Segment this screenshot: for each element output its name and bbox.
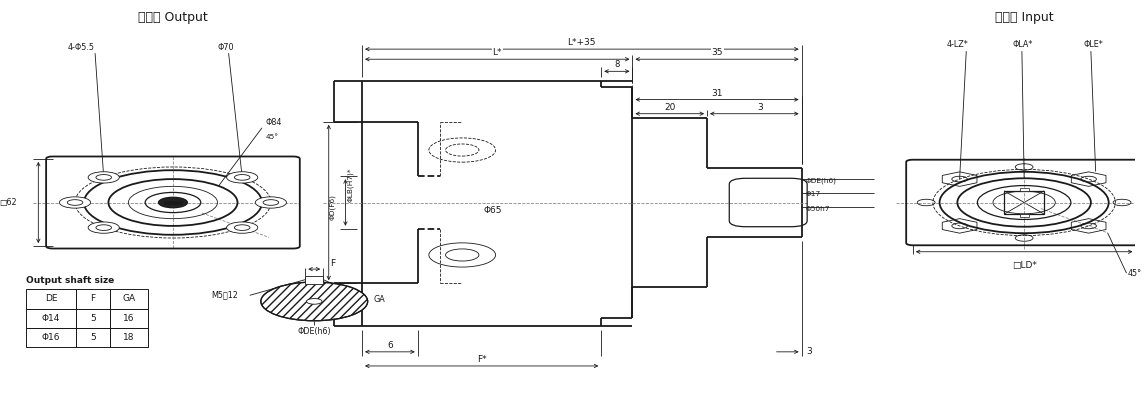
Text: □LD*: □LD* [1011,261,1036,270]
Text: 3: 3 [807,347,812,356]
Text: □62: □62 [0,198,17,207]
Text: Φ16: Φ16 [42,333,61,342]
Bar [1004,191,1044,214]
Bar [164,201,182,204]
Bar [77,328,110,347]
Text: M5深12: M5深12 [210,291,238,300]
Text: Φ17: Φ17 [807,192,821,197]
Text: ΦLE*: ΦLE* [1083,40,1103,49]
Text: Φ50h7: Φ50h7 [807,206,831,211]
Text: 16: 16 [124,314,135,323]
Text: 35: 35 [712,48,723,57]
Text: ΦDE(h6): ΦDE(h6) [807,177,837,183]
Text: 5: 5 [90,314,96,323]
Text: 6: 6 [387,341,392,350]
Text: GA: GA [122,294,136,303]
Text: Φ14: Φ14 [42,314,61,323]
Circle shape [307,298,323,304]
Text: Φ65: Φ65 [484,206,502,215]
Text: 45°: 45° [265,134,278,140]
Bar [1019,188,1028,191]
Text: 18: 18 [124,333,135,342]
Text: 45°: 45° [1128,269,1142,278]
Text: 31: 31 [712,89,723,98]
Text: 4-Φ5.5: 4-Φ5.5 [67,43,94,52]
Bar [1019,214,1028,217]
Text: GA: GA [373,295,386,304]
Circle shape [227,222,257,233]
Text: Φ70: Φ70 [217,43,235,52]
Text: 8: 8 [614,60,620,69]
Text: DE: DE [45,294,57,303]
Circle shape [261,282,367,321]
Text: L*: L* [493,48,502,57]
Bar [110,309,149,328]
Bar [26,309,77,328]
Text: 4-LZ*: 4-LZ* [946,40,968,49]
Text: 3: 3 [757,103,763,112]
Text: ΦLA*: ΦLA* [1012,40,1033,49]
Bar [77,309,110,328]
Text: Φ84: Φ84 [265,117,281,127]
Text: F: F [90,294,95,303]
Text: Output shaft size: Output shaft size [26,276,114,285]
Bar [110,289,149,309]
Text: ΦDE(h6): ΦDE(h6) [297,327,331,336]
Bar [77,289,110,309]
Text: 输入端 Input: 输入端 Input [995,11,1054,24]
Text: F*: F* [477,355,486,364]
Bar [26,328,77,347]
Text: F: F [329,259,335,268]
Circle shape [227,172,257,183]
Bar [26,289,77,309]
Text: ΦLB(H7)*: ΦLB(H7)* [347,167,353,202]
Circle shape [59,197,90,208]
Circle shape [159,197,188,208]
Circle shape [88,172,119,183]
Bar [110,328,149,347]
Text: ΦD(F6): ΦD(F6) [329,194,335,220]
Bar [305,275,323,284]
Text: 输出端 Output: 输出端 Output [138,11,208,24]
Circle shape [88,222,119,233]
Text: 5: 5 [90,333,96,342]
Text: L*+35: L*+35 [567,38,596,47]
Circle shape [255,197,286,208]
Text: 20: 20 [664,103,675,112]
